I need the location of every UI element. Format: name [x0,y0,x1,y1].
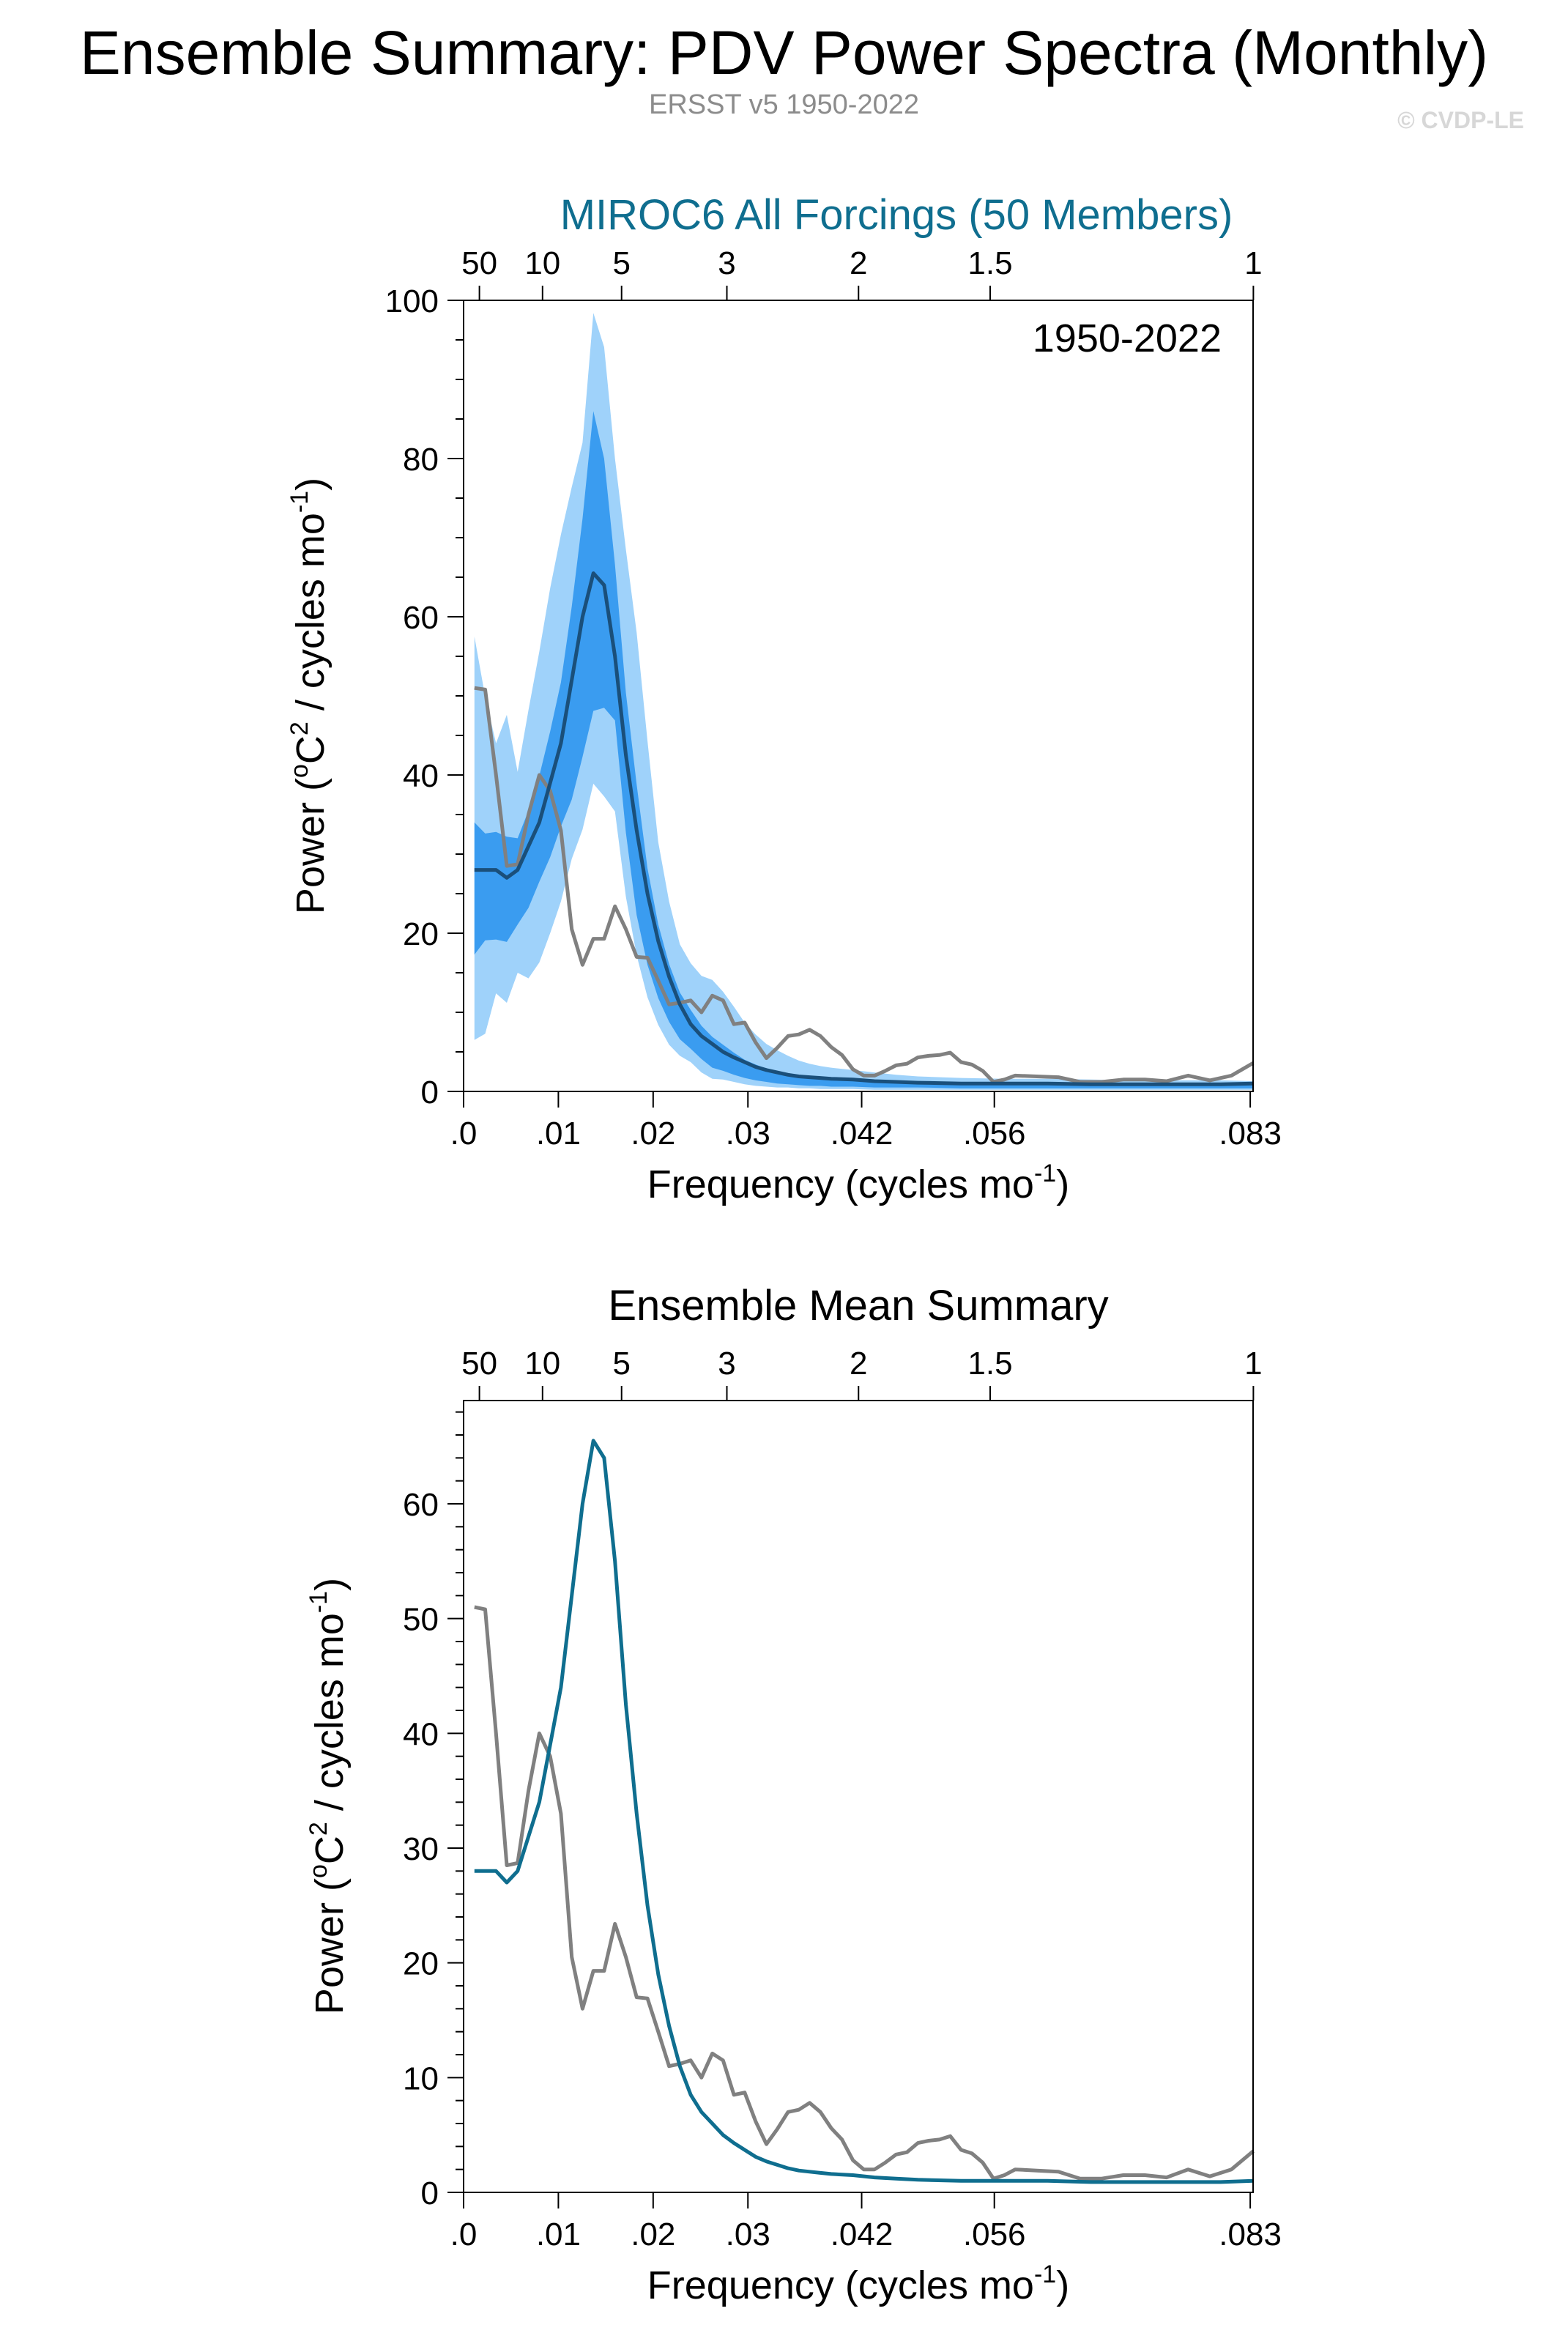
top-tick-label: 5 [612,245,630,281]
x-tick-label: .02 [631,2217,675,2252]
page-subtitle: ERSST v5 1950-2022 [649,89,919,120]
top-tick-label: 10 [524,1346,560,1381]
y-tick-label: 30 [403,1831,439,1867]
top-tick-label: 50 [461,1346,497,1381]
top-tick-label: 50 [461,245,497,281]
x-tick-label: .02 [631,1116,675,1151]
x-tick-label: .056 [963,1116,1026,1151]
tick-labels: 0 10 20 30 40 50 60 .0 .01 .02 .03 .042 .056 .083 50 10… [403,1346,1282,2252]
axis-ticks [447,286,1255,1108]
top-tick-label: 2 [850,1346,867,1381]
x-tick-label: .042 [831,1116,893,1151]
y-tick-label: 80 [403,442,439,478]
x-tick-label: .042 [831,2217,893,2252]
y-tick-label: 10 [403,2061,439,2096]
x-axis-label: Frequency (cycles mo-1) [647,1160,1069,1206]
tick-labels: 0 20 40 60 80 100 .0 .01 .02 .03 .042 .056 .083 50 10 5… [385,245,1282,1151]
y-tick-label: 0 [421,1075,439,1110]
y-tick-label: 20 [403,916,439,952]
top-tick-label: 1 [1244,1346,1262,1381]
y-tick-label: 40 [403,1716,439,1752]
x-tick-label: .083 [1219,2217,1282,2252]
spread-band-inner [474,411,1254,1088]
y-tick-label: 60 [403,600,439,636]
chart-title: Ensemble Mean Summary [608,1282,1108,1329]
ensemble-spread-chart: MIROC6 All Forcings (50 Members) 0 20 40 60… [286,191,1282,1206]
ensemble-mean-chart: Ensemble Mean Summary 0 10 20 30 40 50 60 .0 .01… [305,1282,1282,2307]
top-tick-label: 5 [612,1346,630,1381]
x-tick-label: .0 [450,2217,478,2252]
axis-ticks [447,1386,1255,2208]
x-tick-label: .0 [450,1116,478,1151]
top-tick-label: 1 [1244,245,1262,281]
y-tick-label: 40 [403,758,439,794]
observations-line [474,686,1255,1084]
y-tick-label: 50 [403,1602,439,1638]
chart-title: MIROC6 All Forcings (50 Members) [560,191,1233,239]
observations-line [474,1605,1255,2181]
x-tick-label: .056 [963,2217,1026,2252]
plot-frame [463,1400,1254,2193]
y-axis-label: Power (oC2 / cycles mo-1) [305,1578,352,2014]
y-axis-label: Power (oC2 / cycles mo-1) [286,478,332,914]
x-tick-label: .03 [726,2217,770,2252]
period-annotation: 1950-2022 [1033,316,1222,360]
copyright-label: © CVDP-LE [1397,107,1524,133]
top-tick-label: 3 [718,245,735,281]
x-tick-label: .083 [1219,1116,1282,1151]
series-lines [474,571,1255,1086]
x-tick-label: .01 [536,1116,581,1151]
top-tick-label: 1.5 [967,245,1012,281]
x-tick-label: .03 [726,1116,770,1151]
plot-frame [463,300,1254,1092]
y-tick-label: 60 [403,1487,439,1523]
top-tick-label: 10 [524,245,560,281]
top-tick-label: 3 [718,1346,735,1381]
top-tick-label: 2 [850,245,867,281]
ensemble-mean-line [474,1439,1254,2184]
x-tick-label: .01 [536,2217,581,2252]
x-axis-label: Frequency (cycles mo-1) [647,2260,1069,2307]
series-lines [474,1439,1255,2184]
page-title: Ensemble Summary: PDV Power Spectra (Mon… [79,18,1489,87]
spread-bands [474,313,1254,1090]
y-tick-label: 20 [403,1946,439,1982]
y-tick-label: 100 [385,283,439,319]
y-tick-label: 0 [421,2176,439,2211]
top-tick-label: 1.5 [967,1346,1012,1381]
ensemble-mean-line [474,571,1254,1086]
spread-band-outer [474,313,1254,1090]
